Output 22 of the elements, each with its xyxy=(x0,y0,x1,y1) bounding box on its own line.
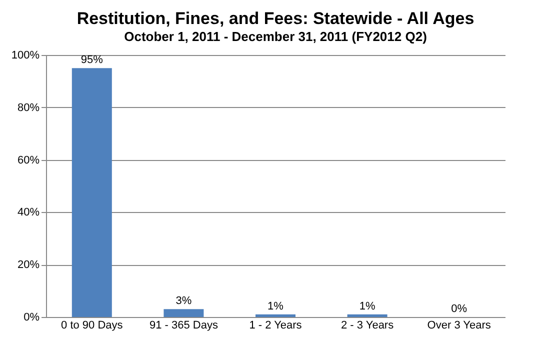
data-label: 95% xyxy=(80,54,104,66)
x-tick-label: Over 3 Years xyxy=(427,320,492,332)
bar xyxy=(347,314,388,317)
data-label: 0% xyxy=(451,303,468,315)
bar xyxy=(256,314,296,317)
chart-title: Restitution, Fines, and Fees: Statewide - All Ages xyxy=(76,9,474,28)
y-tick-label: 60% xyxy=(17,154,40,166)
chart-subtitle: October 1, 2011 - December 31, 2011 (FY2012 Q2) xyxy=(124,29,427,44)
x-tick-label: 91 - 365 Days xyxy=(149,320,218,332)
y-tick-label: 80% xyxy=(17,102,40,114)
y-tick-label: 40% xyxy=(17,206,40,219)
bar xyxy=(72,68,112,317)
data-label: 3% xyxy=(176,295,192,308)
bar xyxy=(164,309,204,317)
x-tick-label: 2 - 3 Years xyxy=(341,320,394,332)
x-tick-label: 0 to 90 Days xyxy=(61,320,124,332)
y-tick-label: 100% xyxy=(11,50,40,62)
x-tick-label: 1 - 2 Years xyxy=(249,320,302,332)
y-tick-label: 0% xyxy=(24,312,40,324)
data-label: 1% xyxy=(359,300,376,312)
y-tick-label: 20% xyxy=(17,259,40,272)
data-label: 1% xyxy=(268,300,284,312)
